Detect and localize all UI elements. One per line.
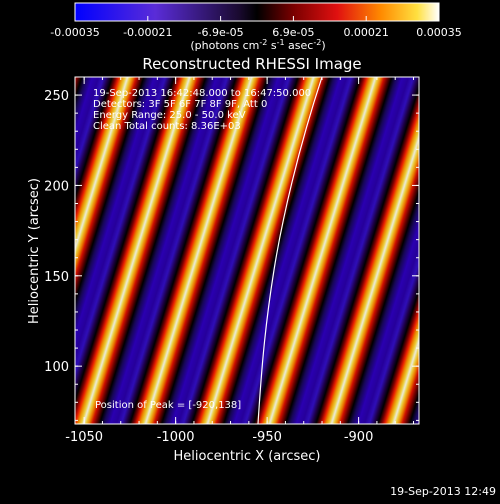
- x-tick-label: -950: [252, 430, 282, 445]
- annotation-detectors: Detectors: 3F 5F 6F 7F 8F 9F, Att 0: [93, 99, 267, 110]
- y-tick-label: 100: [44, 360, 69, 375]
- x-tick-label: -900: [344, 430, 374, 445]
- footer-timestamp: 19-Sep-2013 12:49: [390, 485, 496, 498]
- y-axis: 100 150 200 250: [44, 76, 419, 421]
- x-axis: -1050 -1000 -950 -900: [65, 77, 415, 445]
- plot-title: Reconstructed RHESSI Image: [142, 55, 361, 73]
- image-annotations: 19-Sep-2013 16:42:48.000 to 16:47:50.000…: [93, 88, 311, 411]
- rhessi-image: [75, 77, 419, 424]
- y-tick-label: 200: [44, 179, 69, 194]
- image-stripes: [75, 77, 419, 424]
- annotation-time-range: 19-Sep-2013 16:42:48.000 to 16:47:50.000: [93, 88, 311, 99]
- image-tint: [75, 77, 419, 424]
- annotation-method: Clean Total counts: 8.36E+03: [93, 121, 241, 132]
- colorbar-tick-label: -0.00035: [50, 26, 99, 39]
- annotation-peak-position: Position of Peak = [-920,138]: [95, 400, 241, 411]
- colorbar-tick-label: 0.00035: [416, 26, 462, 39]
- colorbar-tick-label: -6.9e-05: [197, 26, 243, 39]
- annotation-energy: Energy Range: 25.0 - 50.0 keV: [93, 110, 246, 121]
- colorbar-units: (photons cm-2 s-1 asec-2): [190, 38, 325, 52]
- colorbar-ticks: -0.00035 -0.00021 -6.9e-05 6.9e-05 0.00021 0.…: [50, 16, 462, 39]
- colorbar-tick-label: 6.9e-05: [272, 26, 314, 39]
- y-tick-label: 150: [44, 270, 69, 285]
- y-tick-label: 250: [44, 89, 69, 104]
- colorbar-frame: [74, 2, 440, 22]
- x-tick-label: -1050: [65, 430, 103, 445]
- colorbar-gradient: [75, 3, 439, 21]
- y-axis-label: Heliocentric Y (arcsec): [27, 178, 42, 324]
- solar-limb-line: [257, 77, 323, 424]
- x-tick-label: -1000: [157, 430, 195, 445]
- colorbar-tick-label: -0.00021: [123, 26, 172, 39]
- x-axis-label: Heliocentric X (arcsec): [174, 449, 321, 464]
- colorbar: -0.00035 -0.00021 -6.9e-05 6.9e-05 0.00021 0.…: [50, 2, 462, 52]
- colorbar-tick-label: 0.00021: [343, 26, 389, 39]
- plot-frame: [74, 76, 420, 425]
